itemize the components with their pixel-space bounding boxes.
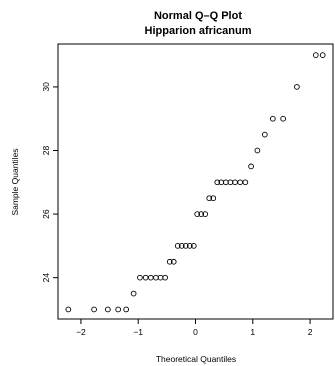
data-point (242, 179, 249, 186)
x-axis: −2 −1 0 1 2 (76, 319, 313, 337)
data-point (190, 243, 197, 249)
data-point (198, 211, 205, 217)
data-point (319, 52, 326, 58)
data-point (312, 52, 319, 58)
data-point (147, 274, 154, 281)
plot-frame (57, 43, 334, 320)
y-axis: 24 26 28 30 (41, 82, 58, 282)
data-point (91, 306, 97, 313)
data-point (186, 243, 193, 249)
data-point (162, 274, 168, 281)
data-point (210, 195, 217, 202)
data-point (227, 179, 234, 186)
x-tick-label: −2 (76, 327, 86, 337)
data-point (104, 306, 111, 313)
y-tick-label: 28 (41, 146, 51, 156)
x-tick-label: −1 (133, 327, 143, 337)
data-point (254, 147, 261, 154)
data-point (232, 179, 238, 186)
y-tick-label: 30 (41, 82, 51, 92)
data-point (65, 306, 72, 313)
data-point (194, 211, 201, 217)
data-point (142, 274, 149, 281)
data-point (130, 290, 137, 297)
y-axis-label: Sample Quantiles (10, 148, 20, 215)
data-point (248, 163, 254, 170)
data-point (157, 274, 164, 281)
data-point (166, 258, 173, 265)
data-point (261, 131, 268, 138)
data-point (178, 243, 185, 249)
data-point (223, 179, 229, 186)
data-point (115, 306, 122, 313)
data-points (65, 52, 326, 313)
x-tick-label: 1 (250, 327, 255, 337)
data-point (280, 115, 287, 122)
data-point (182, 243, 189, 249)
data-point (214, 179, 221, 186)
x-tick-label: 0 (193, 327, 198, 337)
data-point (269, 115, 276, 122)
data-point (137, 274, 143, 281)
data-point (170, 258, 177, 265)
data-point (237, 179, 244, 186)
chart-title: Normal Q–Q Plot (154, 10, 242, 22)
chart-subtitle: Hipparion africanum (145, 25, 252, 37)
x-tick-label: 2 (308, 327, 313, 337)
data-point (294, 84, 300, 90)
data-point (206, 195, 213, 202)
y-tick-label: 26 (41, 209, 51, 219)
y-tick-label: 24 (41, 273, 51, 283)
data-point (202, 211, 209, 217)
data-point (174, 243, 181, 249)
data-point (123, 306, 130, 313)
data-point (153, 274, 159, 281)
x-axis-label: Theoretical Quantiles (156, 354, 236, 364)
